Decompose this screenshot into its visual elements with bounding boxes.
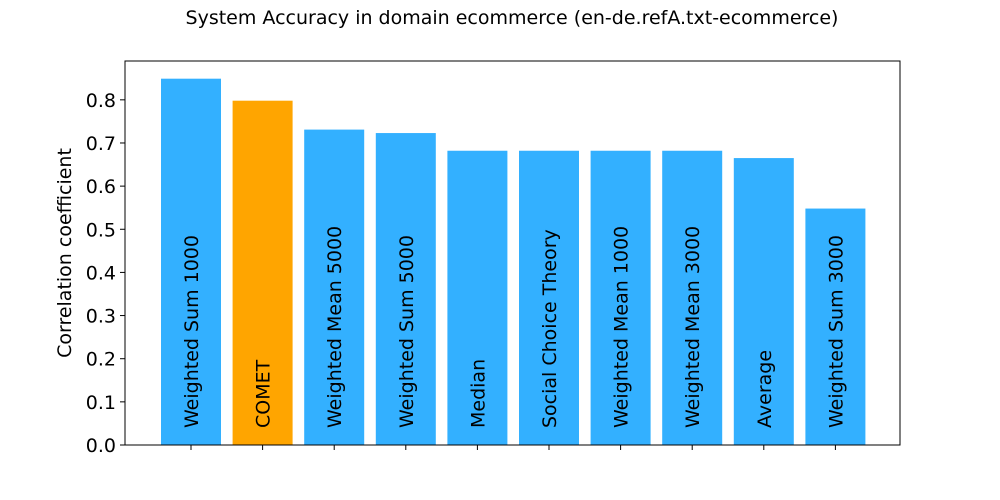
bar-label-weighted-sum-3000: Weighted Sum 3000 [825, 235, 847, 428]
bar-weighted-mean-5000 [304, 129, 365, 446]
plot-frame [124, 60, 901, 446]
bar-label-weighted-mean-1000: Weighted Mean 1000 [611, 226, 633, 428]
y-tick-label: 0.6 [86, 176, 116, 198]
y-tick-label: 0.1 [86, 392, 116, 414]
bar-weighted-mean-1000 [590, 150, 651, 445]
y-axis-ticks: 0.0 0.1 0.2 0.3 0.4 0.5 0.6 0.7 0.8 [86, 90, 125, 457]
x-axis-ticks [190, 445, 836, 450]
y-tick-label: 0.7 [86, 133, 116, 155]
bar-label-comet: COMET [253, 359, 275, 428]
y-tick-label: 0.2 [86, 349, 116, 371]
chart-title: System Accuracy in domain ecommerce (en-… [186, 7, 839, 29]
bar-median [447, 150, 508, 445]
bar-weighted-sum-1000 [161, 78, 221, 446]
y-tick-label: 0.3 [86, 306, 116, 328]
y-axis-label: Correlation coefficient [54, 148, 76, 358]
bar-label-weighted-sum-5000: Weighted Sum 5000 [396, 235, 418, 428]
bar-label-weighted-sum-1000: Weighted Sum 1000 [181, 235, 203, 428]
y-tick-label: 0.5 [86, 219, 116, 241]
y-tick-label: 0.0 [86, 435, 116, 457]
y-tick-label: 0.8 [86, 90, 116, 112]
bar-labels-group: Weighted Sum 1000 COMET Weighted Mean 5000… [181, 226, 847, 428]
bar-label-weighted-mean-5000: Weighted Mean 5000 [324, 226, 346, 428]
bar-weighted-sum-3000 [805, 208, 866, 445]
bar-comet [232, 100, 293, 445]
bar-label-weighted-mean-3000: Weighted Mean 3000 [682, 226, 704, 428]
bar-weighted-sum-5000 [375, 133, 436, 445]
y-tick-label: 0.4 [86, 262, 116, 284]
bar-label-median: Median [467, 359, 489, 428]
bar-label-social-choice-theory: Social Choice Theory [539, 229, 561, 428]
bar-average [733, 158, 794, 445]
bar-weighted-mean-3000 [662, 150, 723, 445]
bar-social-choice-theory [519, 150, 579, 445]
bar-label-average: Average [754, 350, 776, 428]
bars-group [161, 78, 866, 446]
